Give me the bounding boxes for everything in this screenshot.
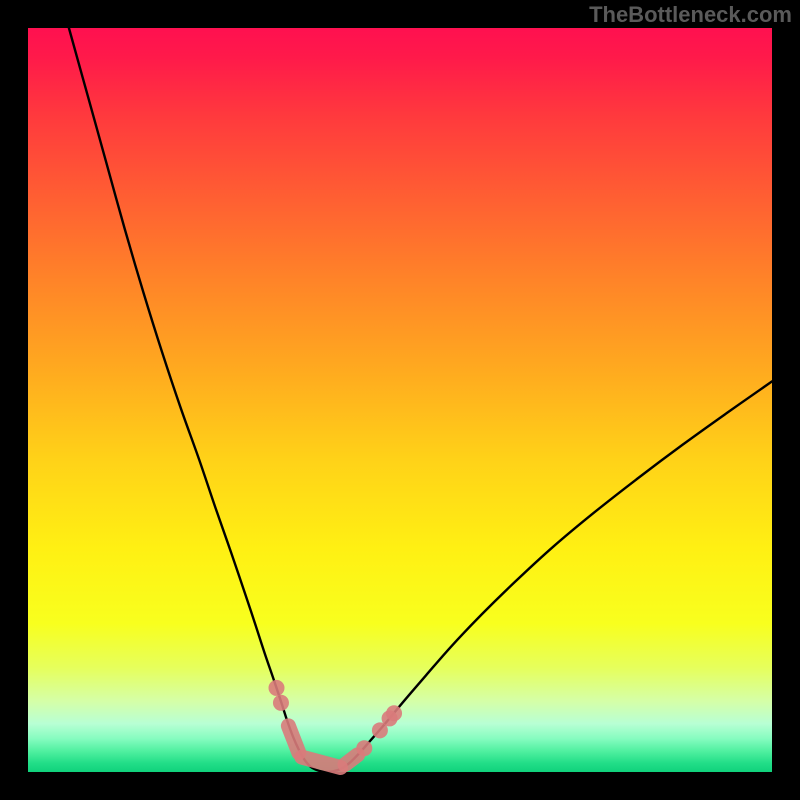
trough-dot [269,680,285,696]
trough-dot [273,695,289,711]
trough-dot [356,740,372,756]
left-curve-path [69,28,326,772]
trough-dot [386,705,402,721]
chart-stage: TheBottleneck.com [0,0,800,800]
curves-layer [28,28,772,772]
trough-capsule [302,757,341,767]
watermark-text: TheBottleneck.com [589,2,792,28]
trough-capsule [288,726,298,753]
trough-capsule [345,755,358,765]
plot-area [28,28,772,772]
trough-markers-group [269,680,403,768]
